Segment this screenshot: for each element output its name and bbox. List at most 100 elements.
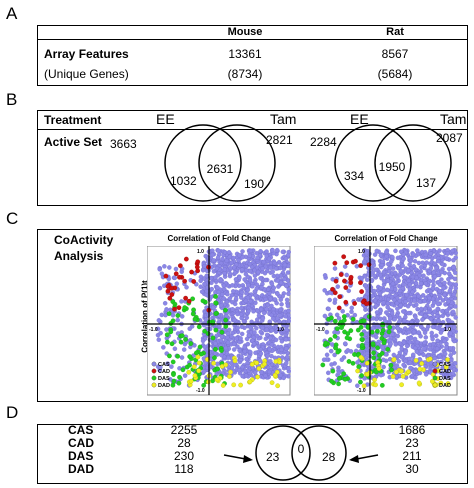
cad-point [183, 295, 188, 301]
cas-point [243, 373, 249, 378]
cas-point [431, 270, 437, 275]
cas-point [396, 353, 401, 359]
tick-y-top: 1.0 [358, 249, 365, 255]
dad-point [376, 366, 382, 371]
cas-point [283, 337, 289, 342]
cas-point [381, 278, 387, 284]
dad-point [358, 355, 364, 360]
venn-diagrams-b [164, 124, 452, 202]
cas-point [428, 316, 434, 322]
cas-point [274, 300, 279, 306]
cas-point [326, 306, 331, 312]
cas-point [282, 276, 287, 282]
mouse-ee-circle [164, 124, 242, 202]
dad-point [364, 360, 370, 366]
cas-point [373, 334, 379, 340]
cas-point [385, 301, 391, 306]
cad-point [333, 278, 339, 284]
das-point [187, 354, 193, 359]
cas-point [418, 334, 423, 339]
cas-point [214, 265, 220, 271]
cas-point [219, 292, 225, 297]
cas-point [280, 249, 286, 255]
mouse-overlap: 2631 [206, 162, 234, 176]
das-point [197, 344, 203, 350]
cas-point [240, 364, 245, 370]
cas-point [395, 255, 401, 261]
cas-point [221, 296, 227, 301]
cas-point [282, 262, 288, 268]
dad-point [390, 374, 396, 379]
cas-point [279, 339, 285, 344]
cas-point [448, 346, 453, 351]
cas-point [416, 330, 421, 335]
das-point [359, 373, 364, 378]
legend-swatch-cas [151, 361, 157, 367]
cas-point [401, 362, 406, 368]
cas-point [372, 252, 378, 257]
legend-swatch-dad [432, 382, 438, 388]
cas-point [385, 304, 390, 310]
cas-point [423, 252, 429, 258]
col-rat-header: Rat [386, 26, 404, 38]
cas-point [273, 266, 279, 271]
cas-point [406, 329, 412, 335]
cas-point [427, 295, 432, 301]
cas-point [267, 369, 272, 375]
cas-point [397, 283, 402, 289]
rat-tam-label: Tam [440, 111, 467, 127]
cas-point [421, 352, 426, 358]
cas-point [162, 264, 167, 269]
cas-point [242, 344, 247, 350]
cas-point [428, 251, 433, 256]
cas-point [395, 326, 401, 331]
cas-point [389, 259, 394, 264]
panel-b-box: Treatment EE Tam EE Tam Active Set 3663 … [37, 110, 468, 206]
cas-point [377, 291, 382, 296]
dad-point [192, 373, 198, 378]
rat-plot-title: Correlation of Fold Change [334, 234, 438, 243]
dad-point [275, 383, 281, 389]
cas-point [278, 373, 283, 378]
cas-point [408, 335, 414, 341]
cas-point [276, 284, 281, 289]
venn-d-right-value: 28 [322, 450, 336, 464]
cas-point [241, 285, 246, 291]
dad-point [223, 362, 229, 368]
cas-point [452, 270, 458, 276]
das-point [371, 355, 377, 361]
cas-point [202, 263, 207, 269]
cas-point [413, 314, 418, 320]
cas-point [437, 292, 442, 298]
cas-point [401, 340, 407, 345]
das-point [359, 337, 365, 342]
cas-point [174, 281, 180, 286]
cas-point [355, 360, 360, 365]
cad-point [348, 280, 354, 285]
cas-point [389, 286, 394, 292]
legend-swatch-das [151, 375, 157, 381]
das-point [366, 314, 372, 319]
legend-swatch-das [432, 375, 438, 381]
cad-point [189, 269, 194, 275]
mouse-plot-title: Correlation of Fold Change [167, 234, 271, 243]
cas-point [404, 343, 410, 349]
cas-point [415, 248, 420, 253]
das-point [371, 350, 376, 356]
cas-point [179, 355, 185, 360]
cas-point [444, 256, 450, 261]
dad-point [186, 369, 192, 375]
cas-point [402, 318, 407, 323]
row-label-cas: CAS [68, 423, 94, 437]
row-mouse-dad: 118 [174, 462, 194, 476]
das-point [168, 329, 174, 335]
cas-point [403, 358, 408, 364]
cas-point [240, 249, 245, 254]
das-point [188, 341, 194, 346]
legend-label-dad: DAD [158, 383, 170, 389]
cas-point [415, 306, 420, 312]
cad-point [183, 256, 189, 262]
cad-point [163, 273, 169, 279]
mouse-tam-circle [198, 124, 276, 202]
